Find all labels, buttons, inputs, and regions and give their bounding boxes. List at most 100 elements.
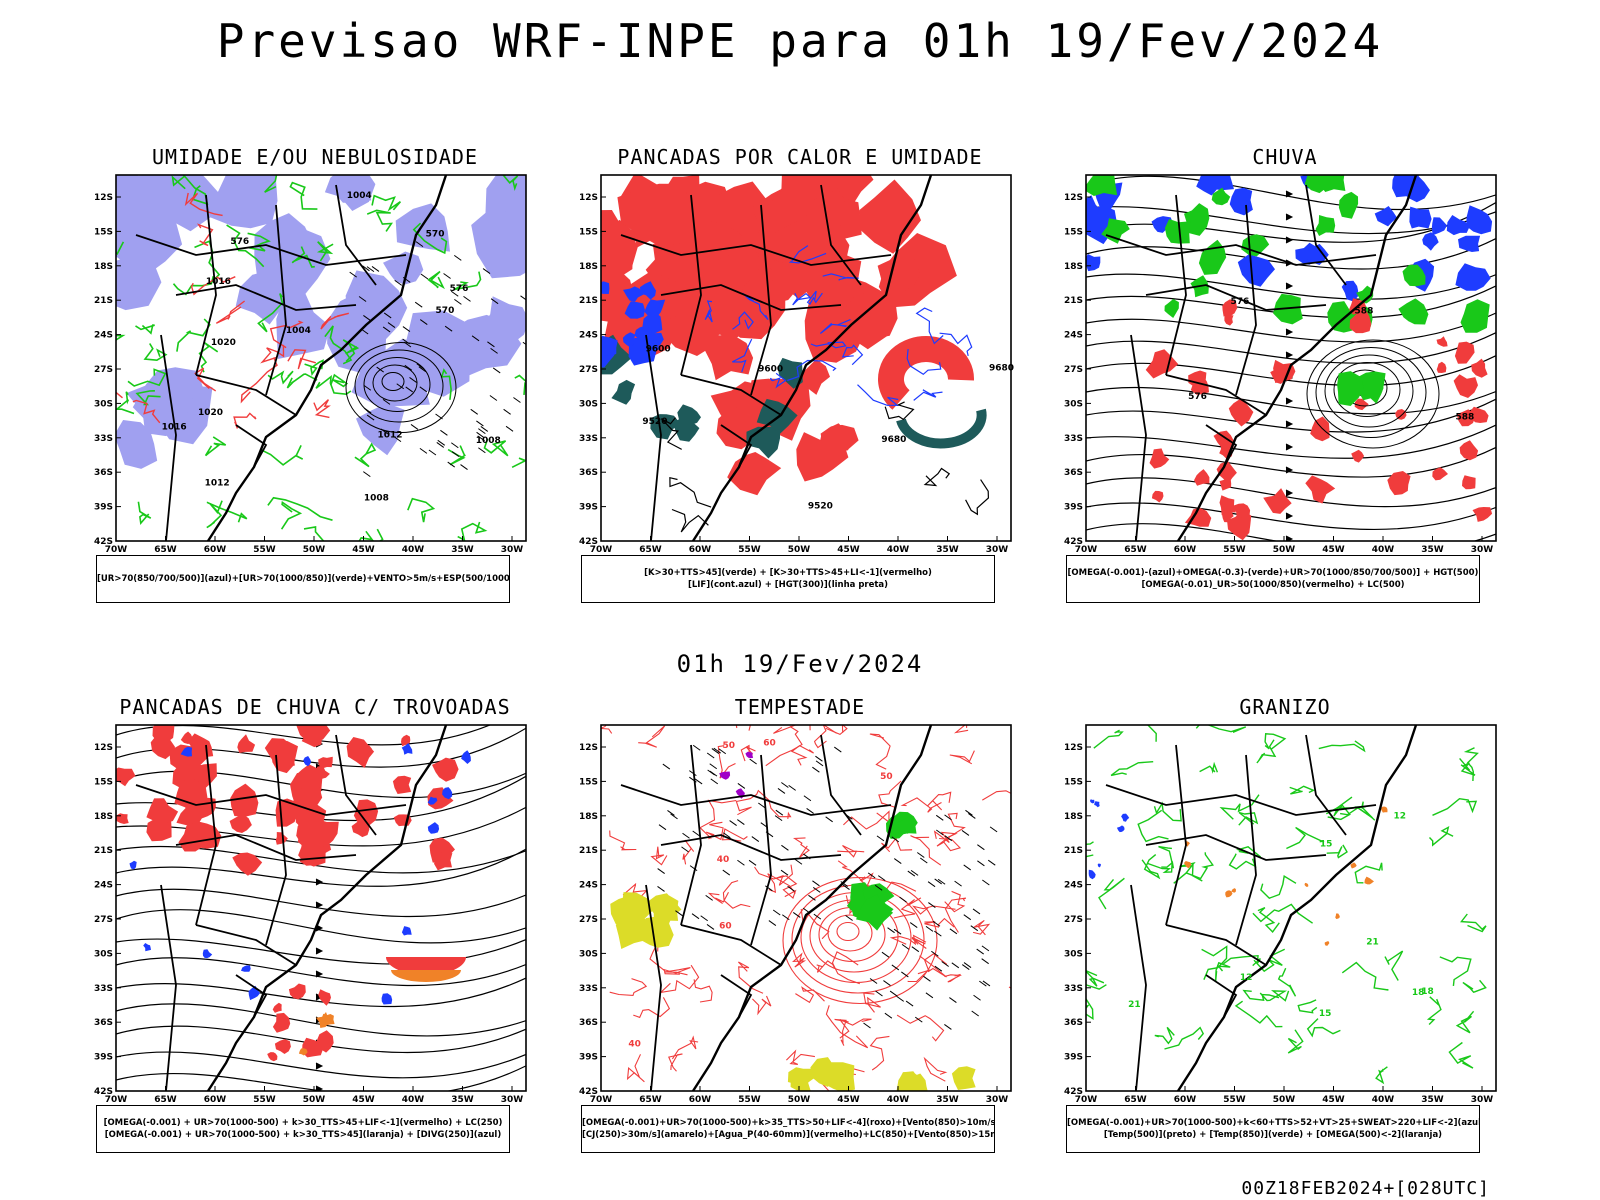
wind-vector bbox=[477, 435, 485, 442]
wind-vector bbox=[416, 363, 425, 370]
contour-line bbox=[792, 952, 807, 968]
lat-tick-label: 18S bbox=[1064, 262, 1083, 272]
streamline bbox=[116, 888, 526, 918]
contour-line bbox=[1375, 1066, 1388, 1085]
wind-vector bbox=[893, 928, 902, 935]
contour-line bbox=[1086, 970, 1105, 987]
map-chuva: 576 576 588 588 12S 15S 18S 21S 24S 27S 30S 33S 36S 3… bbox=[1064, 174, 1497, 555]
wind-vector bbox=[435, 413, 443, 420]
contour-line bbox=[1137, 809, 1169, 843]
contour-label: 588 bbox=[1455, 412, 1474, 422]
map-frame bbox=[600, 174, 1012, 542]
lon-tick-label: 65W bbox=[639, 545, 662, 555]
lat-tick-label: 42S bbox=[1064, 537, 1083, 547]
field-patch bbox=[318, 989, 331, 1006]
wind-vector bbox=[982, 879, 990, 886]
field-patch bbox=[202, 949, 213, 959]
contour-line bbox=[1297, 999, 1318, 1014]
streamline bbox=[116, 909, 526, 944]
lat-tick-label: 21S bbox=[1064, 846, 1083, 856]
lon-tick-label: 30W bbox=[1471, 545, 1494, 555]
map-layers bbox=[1086, 725, 1487, 1091]
contour-line bbox=[127, 368, 167, 387]
contour-line bbox=[1428, 826, 1454, 847]
contour-line bbox=[633, 997, 671, 1019]
wind-vector bbox=[901, 971, 909, 978]
field-patch bbox=[1198, 239, 1227, 275]
border-line bbox=[160, 334, 177, 541]
contour-label: 50 bbox=[880, 772, 893, 782]
contour-line bbox=[1439, 956, 1472, 986]
wind-vector bbox=[394, 279, 403, 286]
field-patch bbox=[617, 183, 691, 247]
field-patch bbox=[1324, 941, 1330, 946]
valid-time-title: 01h 19/Fev/2024 bbox=[676, 650, 924, 678]
legend-box: [UR>70(850/700/500)](azul)+[UR>70(1000/8… bbox=[96, 555, 510, 603]
lat-tick-label: 21S bbox=[94, 296, 113, 306]
field-patch bbox=[316, 1030, 334, 1053]
field-patch bbox=[1273, 293, 1303, 325]
contour-line bbox=[924, 917, 955, 928]
contour-line bbox=[923, 1056, 948, 1082]
field-patch bbox=[432, 757, 459, 782]
lat-tick-label: 15S bbox=[1064, 227, 1083, 237]
border-line bbox=[620, 234, 892, 266]
wind-vector bbox=[470, 408, 479, 415]
field-patch bbox=[1338, 191, 1359, 219]
contour-line bbox=[1460, 913, 1487, 933]
wind-vector bbox=[681, 846, 689, 853]
wind-vector bbox=[414, 301, 423, 308]
wind-vector bbox=[934, 965, 943, 972]
field-patch bbox=[126, 373, 195, 437]
contour-line bbox=[705, 821, 724, 841]
streamline bbox=[1086, 175, 1496, 211]
field-patch bbox=[638, 916, 674, 948]
wind-vector bbox=[710, 778, 719, 785]
field-patch bbox=[1398, 298, 1429, 325]
contour-line bbox=[287, 349, 316, 370]
field-patch bbox=[1304, 882, 1309, 887]
field-patch bbox=[381, 993, 393, 1005]
field-patch bbox=[1337, 371, 1364, 406]
field-patch bbox=[401, 743, 413, 755]
isobar bbox=[1333, 362, 1401, 417]
field-patch bbox=[1194, 469, 1210, 486]
wind-vector bbox=[451, 451, 460, 457]
wind-vector bbox=[689, 770, 697, 777]
wind-vector bbox=[774, 815, 783, 822]
contour-line bbox=[693, 979, 713, 1003]
lat-tick-label: 18S bbox=[579, 812, 598, 822]
field-patch bbox=[897, 816, 917, 835]
streamline bbox=[1086, 523, 1496, 541]
field-patch bbox=[859, 179, 921, 254]
wind-vector bbox=[916, 852, 925, 858]
wind-vector bbox=[363, 315, 371, 321]
wind-vector bbox=[803, 795, 812, 802]
contour-line bbox=[953, 725, 969, 734]
contour-line bbox=[1214, 961, 1231, 982]
wind-vector bbox=[813, 913, 822, 920]
wind-vector bbox=[410, 424, 419, 430]
lat-tick-label: 18S bbox=[94, 262, 113, 272]
border-line bbox=[195, 194, 217, 376]
coastline bbox=[1176, 725, 1418, 1091]
field-patch bbox=[1306, 243, 1329, 265]
field-patch bbox=[856, 894, 894, 931]
isobar bbox=[381, 372, 405, 391]
wind-vector bbox=[396, 383, 405, 390]
contour-line bbox=[289, 181, 318, 210]
field-patch bbox=[1183, 861, 1192, 869]
contour-line bbox=[767, 873, 796, 894]
contour-line bbox=[1086, 1004, 1094, 1021]
legend-line: [K>30+TTS>45](verde) + [K>30+TTS>45+LI<-… bbox=[644, 568, 932, 578]
wind-vector bbox=[989, 826, 998, 833]
wind-vector bbox=[691, 913, 700, 920]
field-patch bbox=[401, 926, 412, 936]
wind-vector bbox=[970, 925, 979, 932]
map-layers bbox=[601, 175, 990, 541]
border-line bbox=[720, 424, 753, 468]
lat-tick-label: 12S bbox=[94, 193, 113, 203]
field-patch bbox=[1231, 888, 1236, 893]
wind-vector bbox=[489, 395, 498, 401]
